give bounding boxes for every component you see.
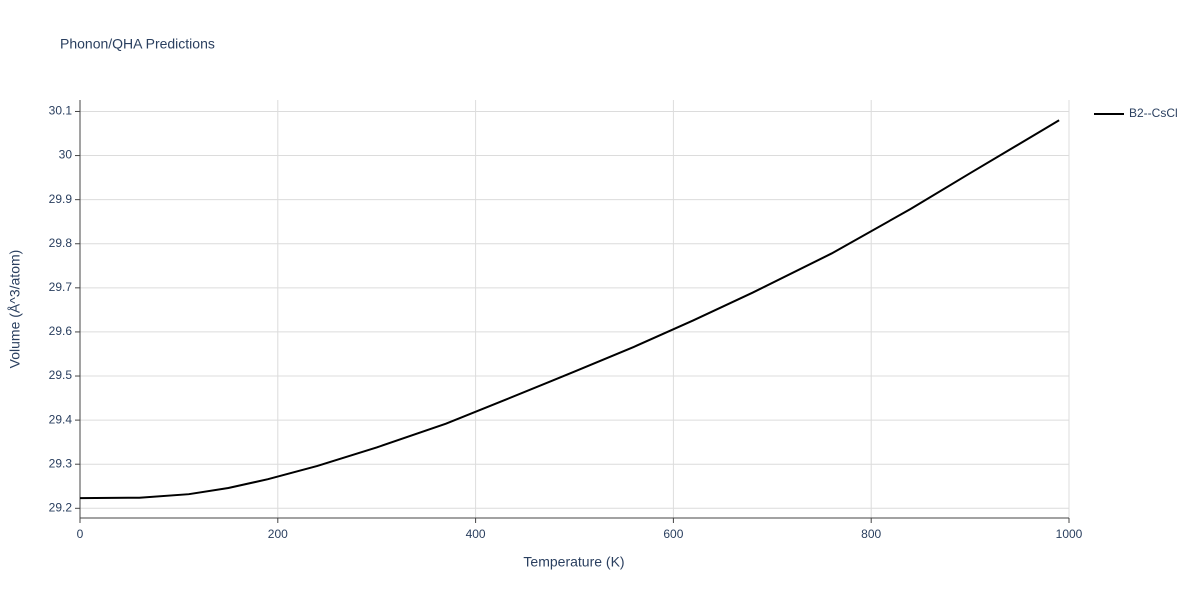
legend-label: B2--CsCl [1129, 106, 1178, 120]
y-tick-label: 30 [59, 148, 73, 162]
y-tick-label: 29.2 [49, 500, 73, 514]
line-series [79, 119, 1060, 500]
x-tick-label: 200 [268, 527, 288, 541]
y-tick-label: 29.6 [49, 324, 73, 338]
chart-title: Phonon/QHA Predictions [60, 36, 215, 52]
y-tick-label: 29.4 [49, 412, 73, 426]
y-axis-label: Volume (Å^3/atom) [7, 250, 23, 369]
y-tick-label: 29.3 [49, 456, 73, 470]
x-axis-label: Temperature (K) [523, 554, 624, 570]
x-tick-label: 0 [77, 527, 84, 541]
x-tick-label: 600 [663, 527, 683, 541]
x-tick-label: 1000 [1056, 527, 1083, 541]
y-tick-label: 29.5 [49, 368, 73, 382]
y-tick-label: 30.1 [49, 104, 73, 118]
x-tick-label: 800 [861, 527, 881, 541]
y-tick-label: 29.9 [49, 192, 73, 206]
y-tick-label: 29.7 [49, 280, 73, 294]
x-tick-label: 400 [466, 527, 486, 541]
y-tick-label: 29.8 [49, 236, 73, 250]
